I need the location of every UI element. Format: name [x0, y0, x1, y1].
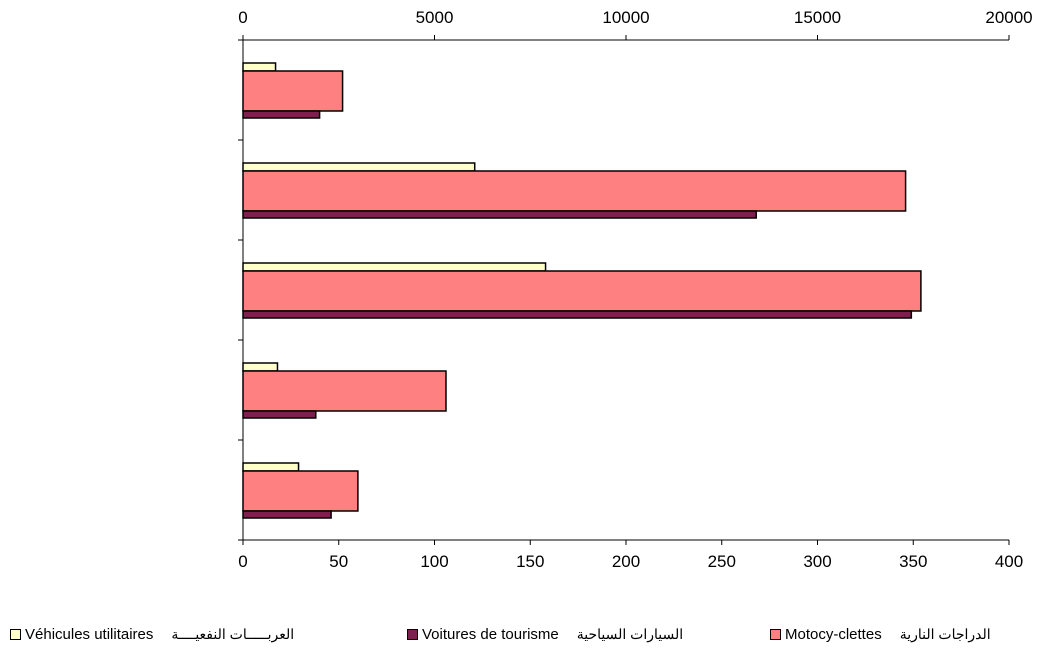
bottom-tick-label: 200	[612, 552, 640, 571]
bar-motocyclettes	[242, 70, 344, 112]
bar-utilitaires	[242, 462, 300, 472]
legend-label-fr: Véhicules utilitaires	[25, 626, 154, 643]
legend-swatch-motocyclettes	[770, 629, 781, 640]
bottom-tick-label: 400	[995, 552, 1023, 571]
bottom-tick-label: 0	[238, 552, 247, 571]
bottom-tick-label: 300	[803, 552, 831, 571]
top-tick-label: 15000	[794, 8, 841, 27]
legend-item-motocyclettes: Motocy-clettes الدراجات النارية	[770, 626, 991, 643]
legend-label-ar: العربـــــات النفعيــــة	[171, 626, 295, 642]
bottom-tick-label: 150	[516, 552, 544, 571]
bar-utilitaires	[242, 162, 476, 172]
bar-motocyclettes	[242, 170, 907, 212]
bar-chart: 0 5000 10000 15000 20000 0 50 100 150 200 250 300 3…	[238, 8, 1033, 571]
bottom-tick-label: 250	[708, 552, 736, 571]
top-tick-label: 5000	[416, 8, 454, 27]
top-x-axis: 0 5000 10000 15000 20000	[238, 8, 1033, 41]
legend-item-tourisme: Voitures de tourisme السيارات السياحية	[407, 626, 683, 643]
legend-label-ar: السيارات السياحية	[576, 626, 684, 642]
legend-label-fr: Voitures de tourisme	[422, 626, 559, 643]
bar-tourisme	[242, 310, 913, 319]
bar-tourisme	[242, 110, 321, 119]
top-tick-label: 20000	[985, 8, 1032, 27]
bars	[242, 62, 922, 519]
bar-utilitaires	[242, 262, 547, 272]
bottom-tick-label: 350	[899, 552, 927, 571]
bar-utilitaires	[242, 362, 279, 372]
legend-swatch-utilitaires	[10, 629, 21, 640]
bar-utilitaires	[242, 62, 277, 72]
bar-tourisme	[242, 510, 332, 519]
bar-motocyclettes	[242, 270, 922, 312]
bottom-x-axis: 0 50 100 150 200 250 300 350 400	[238, 539, 1023, 571]
bar-motocyclettes	[242, 370, 447, 412]
legend-label-ar: الدراجات النارية	[899, 626, 991, 642]
bar-tourisme	[242, 210, 757, 219]
legend: Véhicules utilitaires العربـــــات النفع…	[0, 626, 1043, 650]
legend-item-utilitaires: Véhicules utilitaires العربـــــات النفع…	[10, 626, 294, 643]
bottom-tick-label: 100	[420, 552, 448, 571]
legend-label-fr: Motocy-clettes	[785, 626, 882, 643]
bar-tourisme	[242, 410, 317, 419]
bar-motocyclettes	[242, 470, 359, 512]
top-tick-label: 10000	[602, 8, 649, 27]
legend-swatch-tourisme	[407, 629, 418, 640]
top-tick-label: 0	[238, 8, 247, 27]
bottom-tick-label: 50	[329, 552, 348, 571]
